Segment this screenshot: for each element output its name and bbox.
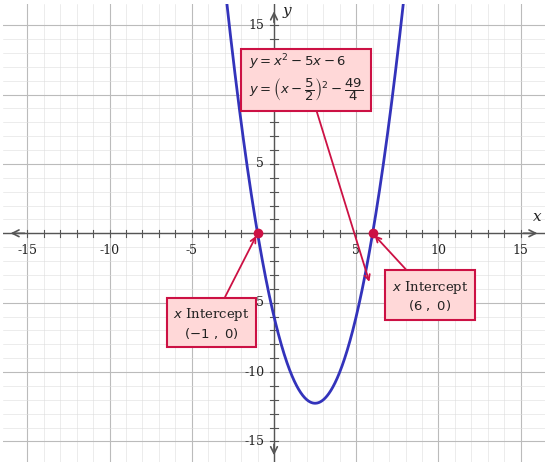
Text: 10: 10 bbox=[430, 245, 447, 258]
Text: -15: -15 bbox=[18, 245, 37, 258]
Text: -10: -10 bbox=[100, 245, 119, 258]
Text: $x$ Intercept
$(-1\ ,\ 0)$: $x$ Intercept $(-1\ ,\ 0)$ bbox=[173, 238, 255, 341]
Text: y: y bbox=[282, 4, 291, 18]
Text: $y = x^2 - 5x - 6$
$y = \left(x - \dfrac{5}{2}\right)^2 - \dfrac{49}{4}$: $y = x^2 - 5x - 6$ $y = \left(x - \dfrac… bbox=[249, 53, 370, 280]
Text: -5: -5 bbox=[186, 245, 198, 258]
Text: 15: 15 bbox=[248, 19, 264, 32]
Text: 5: 5 bbox=[256, 158, 264, 170]
Text: 15: 15 bbox=[512, 245, 528, 258]
Text: x: x bbox=[533, 210, 541, 224]
Text: -10: -10 bbox=[244, 365, 264, 379]
Text: 5: 5 bbox=[352, 245, 360, 258]
Text: -5: -5 bbox=[252, 296, 264, 309]
Text: $x$ Intercept
$(6\ ,\ 0)$: $x$ Intercept $(6\ ,\ 0)$ bbox=[376, 237, 469, 313]
Text: -15: -15 bbox=[244, 435, 264, 448]
Text: 10: 10 bbox=[248, 88, 264, 101]
